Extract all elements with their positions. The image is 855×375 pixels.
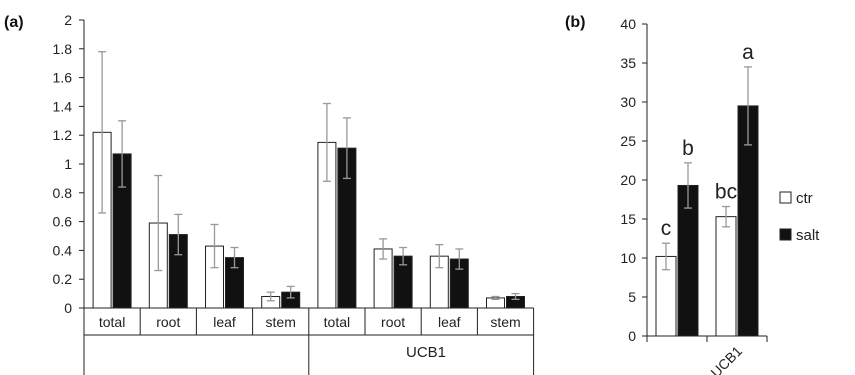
panel-a-y-tick-label: 0.2 — [53, 271, 73, 287]
panel-b-bars: c bbc a — [655, 41, 759, 337]
x-label-UCB1: UCB1 — [707, 343, 745, 375]
panel-b-y-tick-label: 0 — [628, 328, 636, 344]
panel-b-y-tick-label: 10 — [620, 250, 636, 266]
panel-a-y-tick-label: 1.2 — [53, 127, 73, 143]
significance-letter: c — [661, 217, 672, 240]
x-label-root: root — [381, 314, 405, 330]
legend: ctr salt — [779, 190, 820, 244]
x-label-leaf: leaf — [438, 314, 461, 330]
panel-b-chart: (b) 0 5 10 15 20 25 30 35 40 c bbc a UCB1 — [565, 14, 768, 375]
panel-a-y-axis: 0 0.2 0.4 0.6 0.8 1 1.2 1.4 1.6 1.8 2 — [53, 12, 85, 316]
panel-a-y-tick-label: 2 — [64, 12, 72, 28]
panel-b-y-tick-label: 15 — [620, 211, 636, 227]
x-label-leaf: leaf — [213, 314, 236, 330]
x-label-root: root — [156, 314, 180, 330]
panel-a-y-tick-label: 0.8 — [53, 185, 73, 201]
panel-a-y-tick-label: 1.6 — [53, 70, 73, 86]
panel-a-y-tick-label: 0.6 — [53, 214, 73, 230]
panel-a-bars — [92, 51, 525, 309]
panel-b-letter: (b) — [565, 14, 585, 31]
panel-b-x-axis: UCB1 — [646, 335, 768, 375]
panel-a-x-axis: total root leaf stem total root leaf stem — [83, 307, 535, 375]
panel-a-y-tick-label: 1.8 — [53, 41, 73, 57]
x-label-stem: stem — [266, 314, 296, 330]
legend-swatch-ctr — [779, 191, 792, 204]
significance-letter: b — [682, 137, 694, 160]
panel-a-letter: (a) — [4, 14, 24, 31]
bar-ctr-UCB1 — [715, 216, 737, 337]
panel-a-group-label: UCB1 — [406, 344, 446, 361]
legend-swatch-salt — [779, 228, 792, 241]
panel-b-y-tick-label: 5 — [628, 289, 636, 305]
panel-b-y-tick-label: 40 — [620, 16, 636, 32]
panel-b-y-tick-label: 20 — [620, 172, 636, 188]
panel-b-y-tick-label: 30 — [620, 94, 636, 110]
panel-a-y-tick-label: 1 — [64, 156, 72, 172]
panel-b-y-tick-label: 25 — [620, 133, 636, 149]
x-label-stem: stem — [490, 314, 520, 330]
legend-label-salt: salt — [796, 227, 820, 244]
panel-a-y-tick-label: 0.4 — [53, 242, 73, 258]
x-label-total: total — [324, 314, 350, 330]
x-label-total: total — [99, 314, 125, 330]
panel-a-y-tick-label: 0 — [64, 300, 72, 316]
panel-a-y-tick-label: 1.4 — [53, 98, 73, 114]
legend-label-ctr: ctr — [796, 190, 813, 207]
significance-letter: a — [742, 41, 754, 64]
panel-a-chart: (a) 0 0.2 0.4 0.6 0.8 1 1.2 1.4 1.6 1.8 2 total roo… — [4, 12, 535, 375]
panel-b-y-axis: 0 5 10 15 20 25 30 35 40 — [620, 16, 648, 344]
panel-b-y-tick-label: 35 — [620, 55, 636, 71]
significance-letter: bc — [715, 181, 737, 204]
